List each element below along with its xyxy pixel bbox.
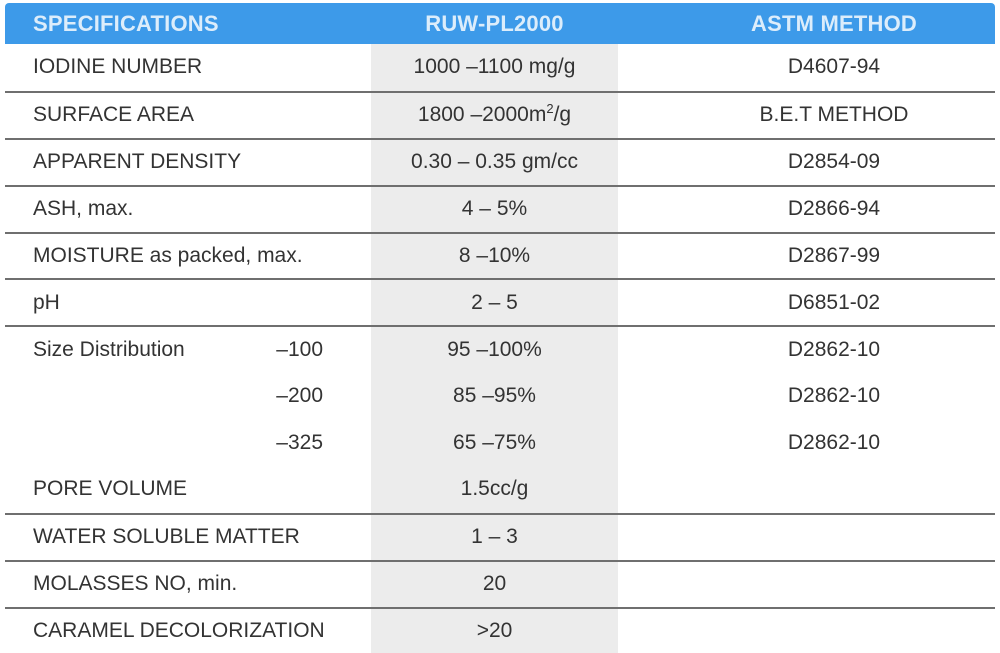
method-cell: D2862-10 bbox=[787, 383, 881, 407]
table-row: IODINE NUMBER 1000 –1100 mg/g D4607-94 bbox=[5, 44, 995, 91]
method-cell bbox=[618, 515, 995, 560]
spec-cell: MOLASSES NO, min. bbox=[5, 562, 371, 607]
value-cell: 85 –95% bbox=[371, 372, 618, 420]
specifications-table: SPECIFICATIONS RUW-PL2000 ASTM METHOD IO… bbox=[5, 3, 995, 653]
table-row: SURFACE AREA 1800 –2000m2/g B.E.T METHOD bbox=[5, 90, 995, 138]
header-astm-method: ASTM METHOD bbox=[751, 10, 917, 36]
value-cell: 1000 –1100 mg/g bbox=[371, 44, 618, 91]
table-row: APPARENT DENSITY 0.30 – 0.35 gm/cc D2854-0… bbox=[5, 137, 995, 185]
table-body: IODINE NUMBER 1000 –1100 mg/g D4607-94 SURF… bbox=[5, 44, 995, 653]
method-cell: D2862-10 bbox=[787, 430, 881, 454]
table-row: WATER SOLUBLE MATTER 1 – 3 bbox=[5, 512, 995, 560]
table-row: pH 2 – 5 D6851-02 bbox=[5, 278, 995, 326]
spec-cell: SURFACE AREA bbox=[5, 93, 371, 138]
value-cell: 1.5cc/g bbox=[371, 466, 618, 513]
table-header-row: SPECIFICATIONS RUW-PL2000 ASTM METHOD bbox=[5, 3, 995, 44]
method-cell: D2854-09 bbox=[787, 150, 881, 174]
spec-cell: PORE VOLUME bbox=[5, 466, 371, 513]
table-row: CARAMEL DECOLORIZATION >20 bbox=[5, 606, 995, 653]
spec-sub-label: –100 bbox=[276, 337, 323, 361]
value-cell: 2 – 5 bbox=[371, 280, 618, 326]
spec-cell: ASH, max. bbox=[5, 187, 371, 232]
value-cell: 4 – 5% bbox=[371, 186, 618, 232]
spec-label: Size Distribution bbox=[33, 337, 185, 361]
method-cell: D2867-99 bbox=[787, 244, 881, 267]
spec-cell: pH bbox=[5, 280, 371, 325]
value-cell: 1800 –2000m2/g bbox=[371, 92, 618, 138]
spec-label: PORE VOLUME bbox=[33, 477, 188, 501]
value-cell: >20 bbox=[371, 608, 618, 653]
spec-cell: MOISTURE as packed, max. bbox=[5, 234, 371, 279]
method-cell: D4607-94 bbox=[787, 55, 881, 79]
spec-label: APPARENT DENSITY bbox=[33, 150, 242, 174]
value-cell: 1 – 3 bbox=[371, 514, 618, 560]
value-cell: 65 –75% bbox=[371, 419, 618, 467]
value-cell: 95 –100% bbox=[371, 327, 618, 373]
table-row: ASH, max. 4 – 5% D2866-94 bbox=[5, 184, 995, 232]
spec-label: ASH, max. bbox=[33, 197, 134, 221]
spec-label: pH bbox=[33, 290, 60, 314]
method-cell: B.E.T METHOD bbox=[759, 103, 909, 127]
header-specifications: SPECIFICATIONS bbox=[33, 10, 219, 36]
spec-label: CARAMEL DECOLORIZATION bbox=[33, 619, 325, 643]
method-cell: D2866-94 bbox=[787, 197, 881, 221]
value-cell: 20 bbox=[371, 561, 618, 607]
table-row: PORE VOLUME 1.5cc/g bbox=[5, 466, 995, 513]
value-cell: 0.30 – 0.35 gm/cc bbox=[371, 139, 618, 185]
spec-sub-label: –325 bbox=[276, 430, 323, 454]
spec-cell: APPARENT DENSITY bbox=[5, 140, 371, 185]
spec-label: WATER SOLUBLE MATTER bbox=[33, 525, 300, 549]
spec-label: IODINE NUMBER bbox=[33, 55, 203, 79]
spec-cell: Size Distribution –100 bbox=[5, 327, 371, 372]
table-row: MOLASSES NO, min. 20 bbox=[5, 559, 995, 607]
spec-cell: –325 bbox=[5, 419, 371, 466]
spec-cell: WATER SOLUBLE MATTER bbox=[5, 515, 371, 560]
spec-label: MOLASSES NO, min. bbox=[33, 572, 238, 596]
method-cell bbox=[618, 466, 995, 513]
table-row: Size Distribution –100 95 –100% D2862-10 bbox=[5, 325, 995, 373]
table-row: MOISTURE as packed, max. 8 –10% D2867-99 bbox=[5, 231, 995, 279]
method-cell: D2862-10 bbox=[787, 337, 881, 361]
spec-cell: CARAMEL DECOLORIZATION bbox=[5, 609, 371, 653]
table-row: –200 85 –95% D2862-10 bbox=[5, 372, 995, 420]
header-product: RUW-PL2000 bbox=[425, 10, 564, 36]
method-cell bbox=[618, 562, 995, 607]
spec-cell: IODINE NUMBER bbox=[5, 44, 371, 91]
spec-label: SURFACE AREA bbox=[33, 103, 195, 127]
method-cell: D6851-02 bbox=[787, 290, 881, 314]
value-cell: 8 –10% bbox=[371, 233, 618, 279]
table-row: –325 65 –75% D2862-10 bbox=[5, 419, 995, 467]
spec-sub-label: –200 bbox=[276, 383, 323, 407]
spec-cell: –200 bbox=[5, 372, 371, 419]
spec-label: MOISTURE as packed, max. bbox=[33, 244, 303, 267]
method-cell bbox=[618, 609, 995, 653]
